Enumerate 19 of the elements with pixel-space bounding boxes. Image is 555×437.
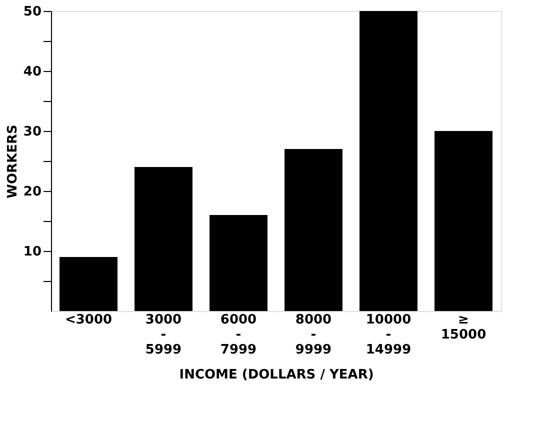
- bar: [284, 149, 342, 311]
- y-axis-title: WORKERS: [5, 124, 20, 198]
- y-tick-label: 50: [23, 4, 42, 20]
- y-tick-label: 40: [23, 64, 42, 80]
- y-tick-label: 20: [23, 184, 42, 200]
- x-tick-label: 8000 - 9999: [295, 312, 332, 358]
- bar: [360, 11, 418, 311]
- bar: [434, 131, 492, 311]
- x-tick-label: 3000 - 5999: [145, 312, 182, 358]
- x-tick-label: 6000 - 7999: [220, 312, 257, 358]
- bar: [60, 257, 118, 311]
- bar: [210, 215, 268, 311]
- x-tick-label: ≥ 15000: [440, 312, 486, 342]
- x-tick-label: 10000 - 14999: [366, 312, 412, 358]
- y-tick-label: 30: [23, 124, 42, 140]
- x-tick-label: <3000: [64, 312, 112, 328]
- bar: [134, 167, 192, 311]
- x-axis-title: INCOME (DOLLARS / YEAR): [179, 368, 374, 382]
- y-tick-label: 10: [23, 244, 42, 260]
